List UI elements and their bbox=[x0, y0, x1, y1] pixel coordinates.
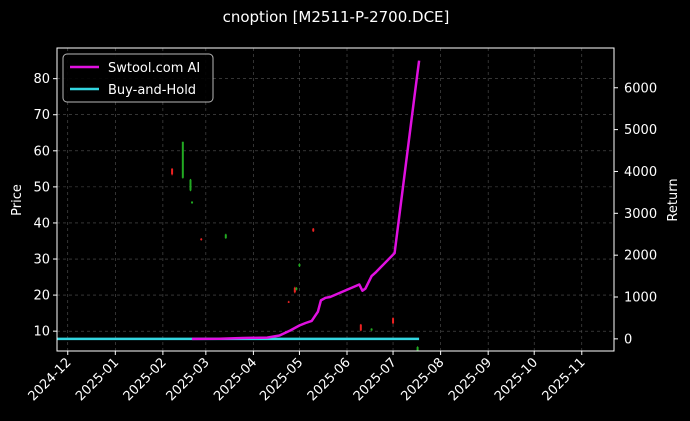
candle bbox=[359, 323, 362, 332]
candle-body bbox=[191, 201, 194, 204]
y2-axis-label: Return bbox=[666, 178, 681, 221]
candle bbox=[189, 178, 192, 192]
candle-body bbox=[189, 179, 192, 191]
y2-tick-label: 4000 bbox=[624, 165, 657, 180]
y-tick-label: 30 bbox=[33, 253, 50, 268]
candle-body bbox=[416, 347, 419, 351]
candlesticks bbox=[171, 141, 419, 352]
legend-label: Swtool.com AI bbox=[108, 61, 200, 76]
y-tick-label: 60 bbox=[33, 144, 50, 159]
y-tick-label: 40 bbox=[33, 216, 50, 231]
candle bbox=[191, 201, 194, 204]
y2-tick-label: 6000 bbox=[624, 81, 657, 96]
candle-body bbox=[224, 234, 227, 239]
y2-tick-label: 3000 bbox=[624, 207, 657, 222]
candle bbox=[171, 168, 174, 176]
candle-body bbox=[359, 324, 362, 331]
candle bbox=[312, 227, 315, 232]
candle-body bbox=[171, 168, 174, 175]
y-tick-label: 10 bbox=[33, 325, 50, 340]
legend-label: Buy-and-Hold bbox=[108, 83, 196, 98]
chart-title: cnoption [M2511-P-2700.DCE] bbox=[223, 8, 450, 26]
candle bbox=[293, 286, 296, 294]
y-axis-left: 10 20 30 40 50 60 70 80 bbox=[33, 72, 57, 340]
series-line-swtool-com-ai bbox=[191, 60, 421, 341]
y-tick-label: 20 bbox=[33, 289, 50, 304]
y2-tick-label: 0 bbox=[624, 332, 632, 347]
y2-tick-label: 2000 bbox=[624, 249, 657, 264]
y2-tick-label: 1000 bbox=[624, 291, 657, 306]
candle-body bbox=[298, 264, 301, 267]
candle bbox=[224, 233, 227, 239]
y-axis-label: Price bbox=[10, 184, 25, 216]
candle bbox=[200, 238, 203, 241]
candle-body bbox=[200, 238, 203, 240]
y-tick-label: 50 bbox=[33, 180, 50, 195]
y2-tick-label: 5000 bbox=[624, 123, 657, 138]
y-tick-label: 80 bbox=[33, 72, 50, 87]
candle bbox=[295, 287, 298, 291]
plot-frame bbox=[56, 47, 615, 352]
candle-body bbox=[181, 141, 184, 178]
candle-body bbox=[295, 287, 298, 290]
candle-body bbox=[287, 301, 290, 303]
candle bbox=[392, 317, 395, 324]
candle-body bbox=[293, 287, 296, 293]
legend: Swtool.com AI Buy-and-Hold bbox=[62, 53, 214, 103]
candle-body bbox=[392, 318, 395, 324]
y-axis-right: 0 1000 2000 3000 4000 5000 6000 bbox=[614, 81, 657, 347]
candle bbox=[181, 141, 184, 179]
candle bbox=[298, 263, 301, 267]
candle bbox=[287, 300, 290, 304]
series-lines bbox=[57, 60, 421, 341]
candle bbox=[370, 328, 373, 331]
candle-body bbox=[370, 328, 373, 331]
candle-body bbox=[312, 228, 315, 232]
legend-box bbox=[62, 53, 214, 103]
y-tick-label: 70 bbox=[33, 108, 50, 123]
